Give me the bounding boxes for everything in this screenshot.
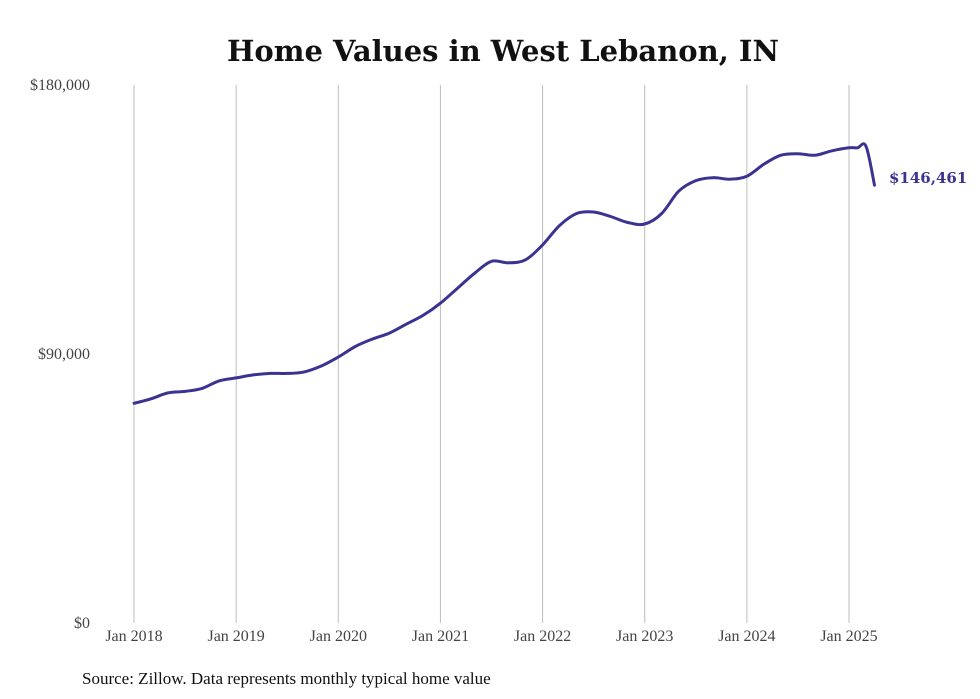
- y-axis: $0 $90,000 $180,000: [30, 77, 90, 632]
- x-tick-label: Jan 2025: [820, 628, 877, 645]
- x-tick-label: Jan 2024: [718, 628, 775, 645]
- x-tick-label: Jan 2022: [514, 628, 571, 645]
- x-tick-label: Jan 2021: [412, 628, 469, 645]
- series-line-home-value: [132, 142, 876, 405]
- gridlines: [133, 85, 850, 623]
- y-tick-label: $90,000: [38, 346, 90, 363]
- x-tick-label: Jan 2023: [616, 628, 673, 645]
- x-axis: Jan 2018 Jan 2019 Jan 2020 Jan 2021 Jan 2022…: [105, 628, 877, 645]
- x-tick-label: Jan 2018: [105, 628, 162, 645]
- source-note: Source: Zillow. Data represents monthly …: [82, 669, 491, 688]
- y-tick-label: $180,000: [30, 77, 90, 94]
- end-value-label: $146,461: [889, 169, 967, 187]
- x-tick-label: Jan 2019: [207, 628, 264, 645]
- y-tick-label: $0: [74, 615, 90, 632]
- x-tick-label: Jan 2020: [310, 628, 367, 645]
- chart-title: Home Values in West Lebanon, IN: [227, 34, 779, 68]
